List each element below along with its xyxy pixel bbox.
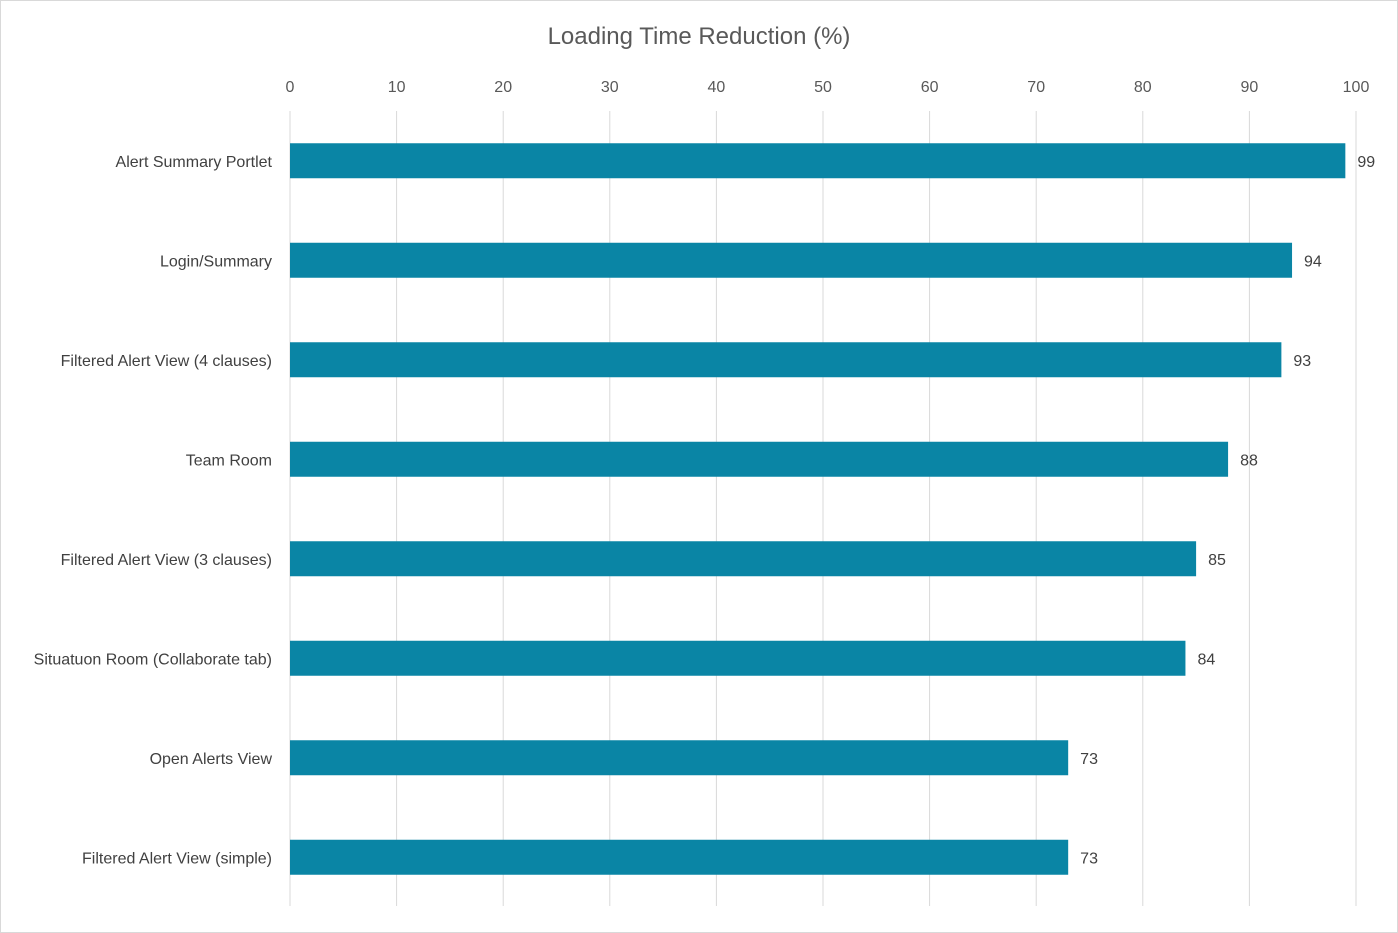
x-tick-label-60: 60 (921, 79, 939, 96)
bar-3 (290, 441, 1229, 477)
bar-0 (290, 143, 1346, 179)
bar-2 (290, 342, 1282, 378)
x-tick-label-100: 100 (1343, 79, 1370, 96)
bar-5 (290, 640, 1186, 676)
category-label-4: Filtered Alert View (3 clauses) (61, 552, 272, 569)
bar-1 (290, 242, 1293, 278)
x-tick-label-80: 80 (1134, 79, 1152, 96)
bar-6 (290, 740, 1069, 776)
data-label-7: 73 (1080, 850, 1098, 867)
bar-4 (290, 541, 1197, 577)
data-label-2: 93 (1293, 353, 1311, 370)
bar-7 (290, 839, 1069, 875)
category-label-1: Login/Summary (160, 253, 272, 270)
data-label-3: 88 (1240, 452, 1258, 469)
category-label-2: Filtered Alert View (4 clauses) (61, 353, 272, 370)
x-tick-label-20: 20 (494, 79, 512, 96)
x-tick-label-90: 90 (1241, 79, 1259, 96)
data-label-0: 99 (1357, 154, 1375, 171)
category-label-0: Alert Summary Portlet (116, 154, 273, 171)
category-label-7: Filtered Alert View (simple) (82, 850, 272, 867)
data-label-5: 84 (1197, 651, 1215, 668)
x-tick-label-30: 30 (601, 79, 619, 96)
x-tick-label-40: 40 (708, 79, 726, 96)
chart-title: Loading Time Reduction (%) (547, 23, 851, 50)
category-label-5: Situatuon Room (Collaborate tab) (34, 651, 272, 668)
x-tick-label-50: 50 (814, 79, 832, 96)
category-label-3: Team Room (186, 452, 272, 469)
x-tick-label-10: 10 (388, 79, 406, 96)
x-tick-label-70: 70 (1027, 79, 1045, 96)
data-label-6: 73 (1080, 751, 1098, 768)
data-label-1: 94 (1304, 253, 1322, 270)
category-label-6: Open Alerts View (150, 751, 273, 768)
x-tick-label-0: 0 (286, 79, 295, 96)
data-label-4: 85 (1208, 552, 1226, 569)
